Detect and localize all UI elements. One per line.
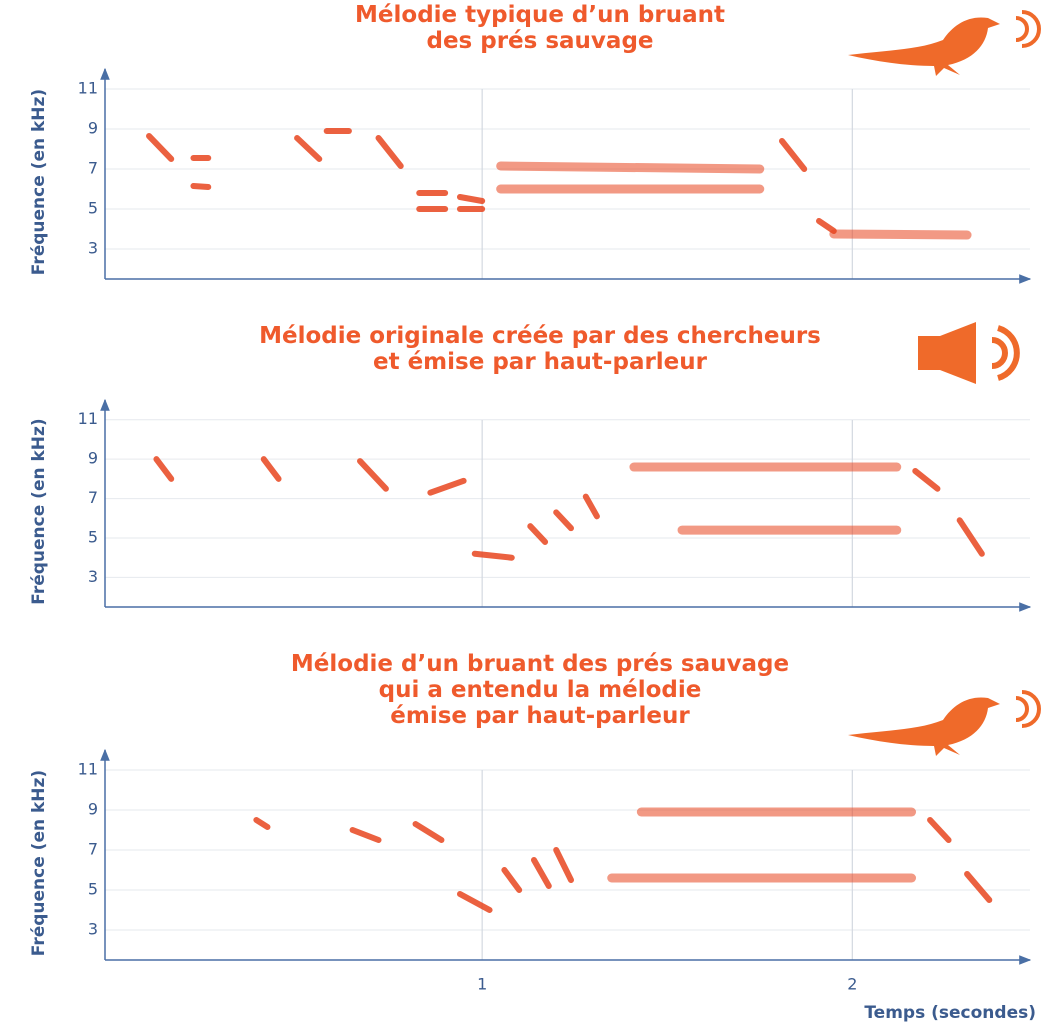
y-tick-label: 7 [88, 840, 98, 859]
panel-title: et émise par haut-parleur [373, 349, 708, 375]
x-tick-label: 2 [847, 975, 857, 994]
bird-icon [848, 10, 1041, 76]
y-axis-label: Fréquence (en kHz) [29, 418, 49, 604]
syllable [253, 817, 271, 830]
panel-title: qui a entendu la mélodie [379, 677, 702, 703]
syllable [349, 827, 382, 843]
syllable [582, 493, 600, 520]
syllable [964, 871, 993, 903]
syllable [501, 867, 523, 893]
y-axis-label: Fréquence (en kHz) [29, 770, 49, 956]
y-tick-label: 3 [88, 567, 98, 586]
syllable [829, 229, 972, 240]
panel-title: des prés sauvage [426, 28, 653, 54]
syllable [146, 133, 175, 162]
syllable [456, 891, 493, 913]
y-tick-label: 5 [88, 528, 98, 547]
syllable [816, 218, 837, 234]
syllable [427, 477, 467, 496]
syllable [471, 550, 515, 561]
syllable [553, 847, 574, 883]
syllable [912, 467, 941, 492]
syllable [412, 821, 445, 843]
syllable [778, 138, 808, 172]
y-tick-label: 9 [88, 119, 98, 138]
y-tick-label: 7 [88, 159, 98, 178]
panel-title: émise par haut-parleur [390, 703, 690, 729]
y-tick-label: 3 [88, 239, 98, 258]
y-tick-label: 11 [78, 409, 98, 428]
y-tick-label: 5 [88, 880, 98, 899]
x-axis-label: Temps (secondes) [864, 1003, 1036, 1023]
y-tick-label: 11 [78, 79, 98, 98]
panel-title: Mélodie d’un bruant des prés sauvage [291, 651, 789, 677]
syllable [527, 523, 549, 545]
y-tick-label: 7 [88, 488, 98, 507]
syllable [927, 817, 952, 843]
y-tick-label: 9 [88, 800, 98, 819]
y-tick-label: 3 [88, 920, 98, 939]
panel-title: Mélodie originale créée par des chercheu… [259, 323, 821, 349]
x-tick-label: 1 [477, 975, 487, 994]
syllable [530, 857, 552, 889]
bird-icon [848, 690, 1041, 756]
syllable [496, 161, 765, 174]
syllable [375, 135, 404, 169]
syllable [456, 194, 486, 204]
syllable [553, 509, 574, 532]
syllable [190, 183, 212, 190]
y-axis-label: Fréquence (en kHz) [29, 89, 49, 275]
syllable [357, 458, 389, 492]
syllable [260, 456, 282, 482]
y-tick-label: 5 [88, 199, 98, 218]
syllable [294, 135, 323, 162]
syllable [153, 456, 175, 482]
syllable [956, 517, 985, 557]
panel-title: Mélodie typique d’un bruant [355, 2, 725, 28]
y-tick-label: 9 [88, 449, 98, 468]
y-tick-label: 11 [78, 760, 98, 779]
speaker-icon [918, 322, 1020, 384]
